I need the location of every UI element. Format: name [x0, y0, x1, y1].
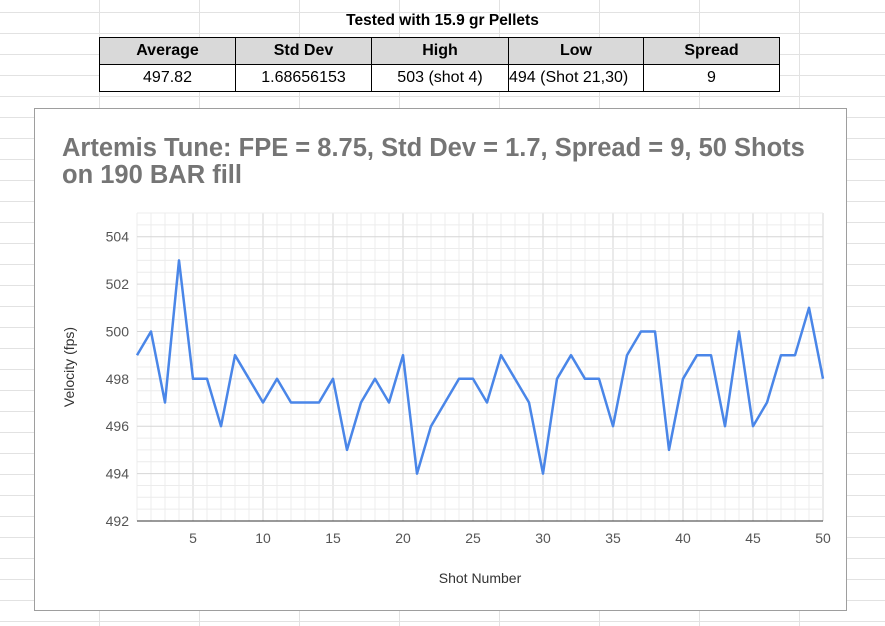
x-tick-label: 50 [815, 530, 831, 546]
header-std-dev[interactable]: Std Dev [235, 37, 372, 65]
line-chart: Artemis Tune: FPE = 8.75, Std Dev = 1.7,… [61, 134, 831, 586]
y-axis-title: Velocity (fps) [61, 327, 77, 407]
x-tick-label: 25 [465, 530, 481, 546]
x-tick-label: 5 [189, 530, 197, 546]
grid-lines [136, 212, 824, 522]
header-low[interactable]: Low [508, 37, 644, 65]
cell-average[interactable]: 497.82 [99, 64, 236, 92]
x-tick-label: 45 [745, 530, 761, 546]
y-tick-label: 496 [106, 418, 130, 434]
stats-value-row: 497.82 1.68656153 503 (shot 4) 494 (Shot… [99, 64, 780, 92]
chart-title-line-2: on 190 BAR fill [62, 161, 242, 189]
table-caption: Tested with 15.9 gr Pellets [346, 12, 539, 29]
y-tick-label: 492 [106, 513, 130, 529]
cell-spread[interactable]: 9 [643, 64, 780, 92]
x-tick-label: 20 [395, 530, 411, 546]
chart-container[interactable]: Artemis Tune: FPE = 8.75, Std Dev = 1.7,… [34, 108, 847, 611]
chart-title-line-1: Artemis Tune: FPE = 8.75, Std Dev = 1.7,… [62, 134, 805, 162]
y-tick-label: 494 [106, 466, 130, 482]
y-tick-label: 504 [106, 229, 130, 245]
x-tick-label: 15 [325, 530, 341, 546]
x-axis-title: Shot Number [439, 570, 522, 586]
y-tick-label: 500 [106, 323, 130, 339]
tick-labels: 5 10 15 20 25 30 35 40 45 50 492 494 496 498 500 502 504 [106, 229, 831, 546]
cell-high[interactable]: 503 (shot 4) [371, 64, 509, 92]
x-tick-label: 40 [675, 530, 691, 546]
y-tick-label: 502 [106, 276, 130, 292]
x-tick-label: 30 [535, 530, 551, 546]
x-tick-label: 35 [605, 530, 621, 546]
cell-std-dev[interactable]: 1.68656153 [235, 64, 372, 92]
stats-table: Average Std Dev High Low Spread 497.82 1… [99, 37, 780, 92]
y-tick-label: 498 [106, 371, 130, 387]
header-spread[interactable]: Spread [643, 37, 780, 65]
header-high[interactable]: High [371, 37, 509, 65]
x-tick-label: 10 [255, 530, 271, 546]
header-average[interactable]: Average [99, 37, 236, 65]
stats-header-row: Average Std Dev High Low Spread [99, 37, 780, 65]
cell-low[interactable]: 494 (Shot 21,30) [508, 64, 644, 92]
series-line-velocity [135, 259, 825, 475]
